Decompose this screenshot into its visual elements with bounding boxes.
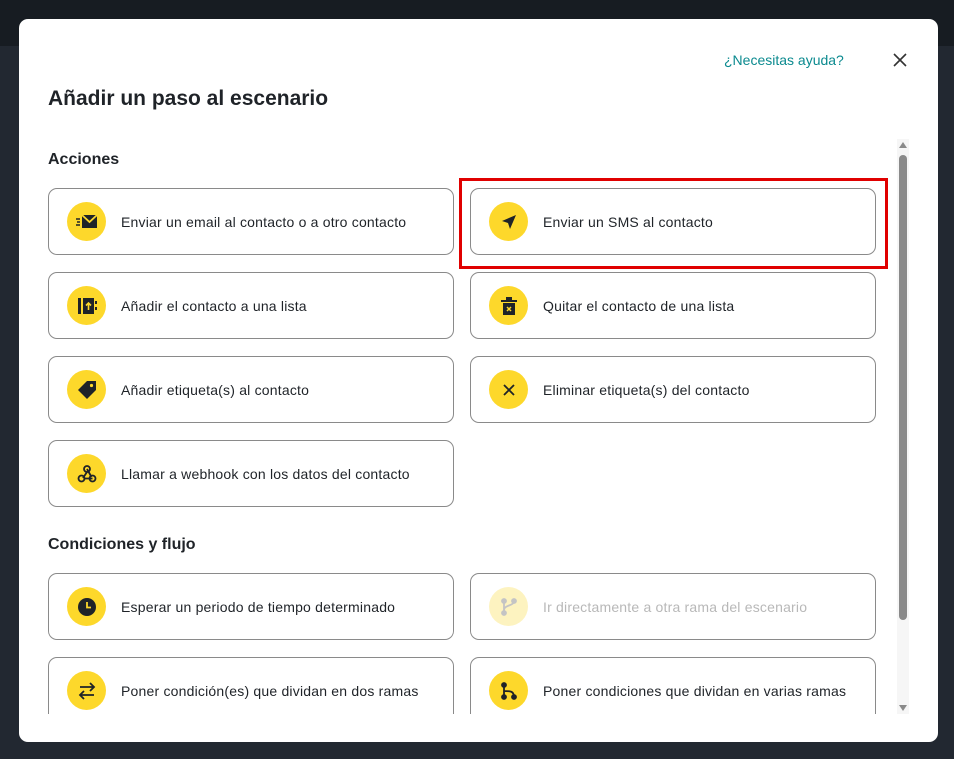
steps-list: Acciones Enviar un email al contacto o a…: [19, 129, 938, 714]
step-label: Enviar un SMS al contacto: [543, 213, 713, 230]
step-label: Poner condiciones que dividan en varias …: [543, 682, 847, 699]
paper-plane-icon: [489, 202, 528, 241]
step-add-to-list[interactable]: Añadir el contacto a una lista: [48, 272, 454, 339]
clock-icon: [67, 587, 106, 626]
step-add-tag[interactable]: Añadir etiqueta(s) al contacto: [48, 356, 454, 423]
add-step-modal: ¿Necesitas ayuda? Añadir un paso al esce…: [19, 19, 938, 742]
section-title-actions: Acciones: [48, 151, 120, 168]
scroll-up-arrow-icon[interactable]: [899, 142, 907, 148]
help-link[interactable]: ¿Necesitas ayuda?: [724, 52, 844, 68]
step-label: Añadir el contacto a una lista: [121, 297, 307, 314]
step-label: Quitar el contacto de una lista: [543, 297, 735, 314]
step-send-sms[interactable]: Enviar un SMS al contacto: [470, 188, 876, 255]
step-go-to-branch[interactable]: Ir directamente a otra rama del escenari…: [470, 573, 876, 640]
step-label: Añadir etiqueta(s) al contacto: [121, 381, 310, 398]
step-label: Eliminar etiqueta(s) del contacto: [543, 381, 750, 398]
close-icon[interactable]: [891, 51, 909, 69]
step-label: Esperar un periodo de tiempo determinado: [121, 598, 396, 615]
step-label: Llamar a webhook con los datos del conta…: [121, 465, 410, 482]
step-label: Poner condición(es) que dividan en dos r…: [121, 682, 419, 699]
step-send-email[interactable]: Enviar un email al contacto o a otro con…: [48, 188, 454, 255]
scrollbar-thumb[interactable]: [899, 155, 907, 620]
branch-icon: [489, 587, 528, 626]
step-remove-from-list[interactable]: Quitar el contacto de una lista: [470, 272, 876, 339]
modal-title: Añadir un paso al escenario: [48, 87, 329, 110]
step-two-branch-condition[interactable]: Poner condición(es) que dividan en dos r…: [48, 657, 454, 714]
webhook-icon: [67, 454, 106, 493]
section-title-conditions: Condiciones y flujo: [48, 536, 196, 553]
email-send-icon: [67, 202, 106, 241]
step-wait[interactable]: Esperar un periodo de tiempo determinado: [48, 573, 454, 640]
scroll-down-arrow-icon[interactable]: [899, 705, 907, 711]
step-call-webhook[interactable]: Llamar a webhook con los datos del conta…: [48, 440, 454, 507]
step-label: Ir directamente a otra rama del escenari…: [543, 598, 808, 615]
swap-arrows-icon: [67, 671, 106, 710]
tag-icon: [67, 370, 106, 409]
list-add-icon: [67, 286, 106, 325]
list-remove-icon: [489, 286, 528, 325]
scrollbar[interactable]: [897, 139, 909, 714]
step-label: Enviar un email al contacto o a otro con…: [121, 213, 407, 230]
step-remove-tag[interactable]: Eliminar etiqueta(s) del contacto: [470, 356, 876, 423]
step-multi-branch-condition[interactable]: Poner condiciones que dividan en varias …: [470, 657, 876, 714]
x-icon: [489, 370, 528, 409]
split-icon: [489, 671, 528, 710]
